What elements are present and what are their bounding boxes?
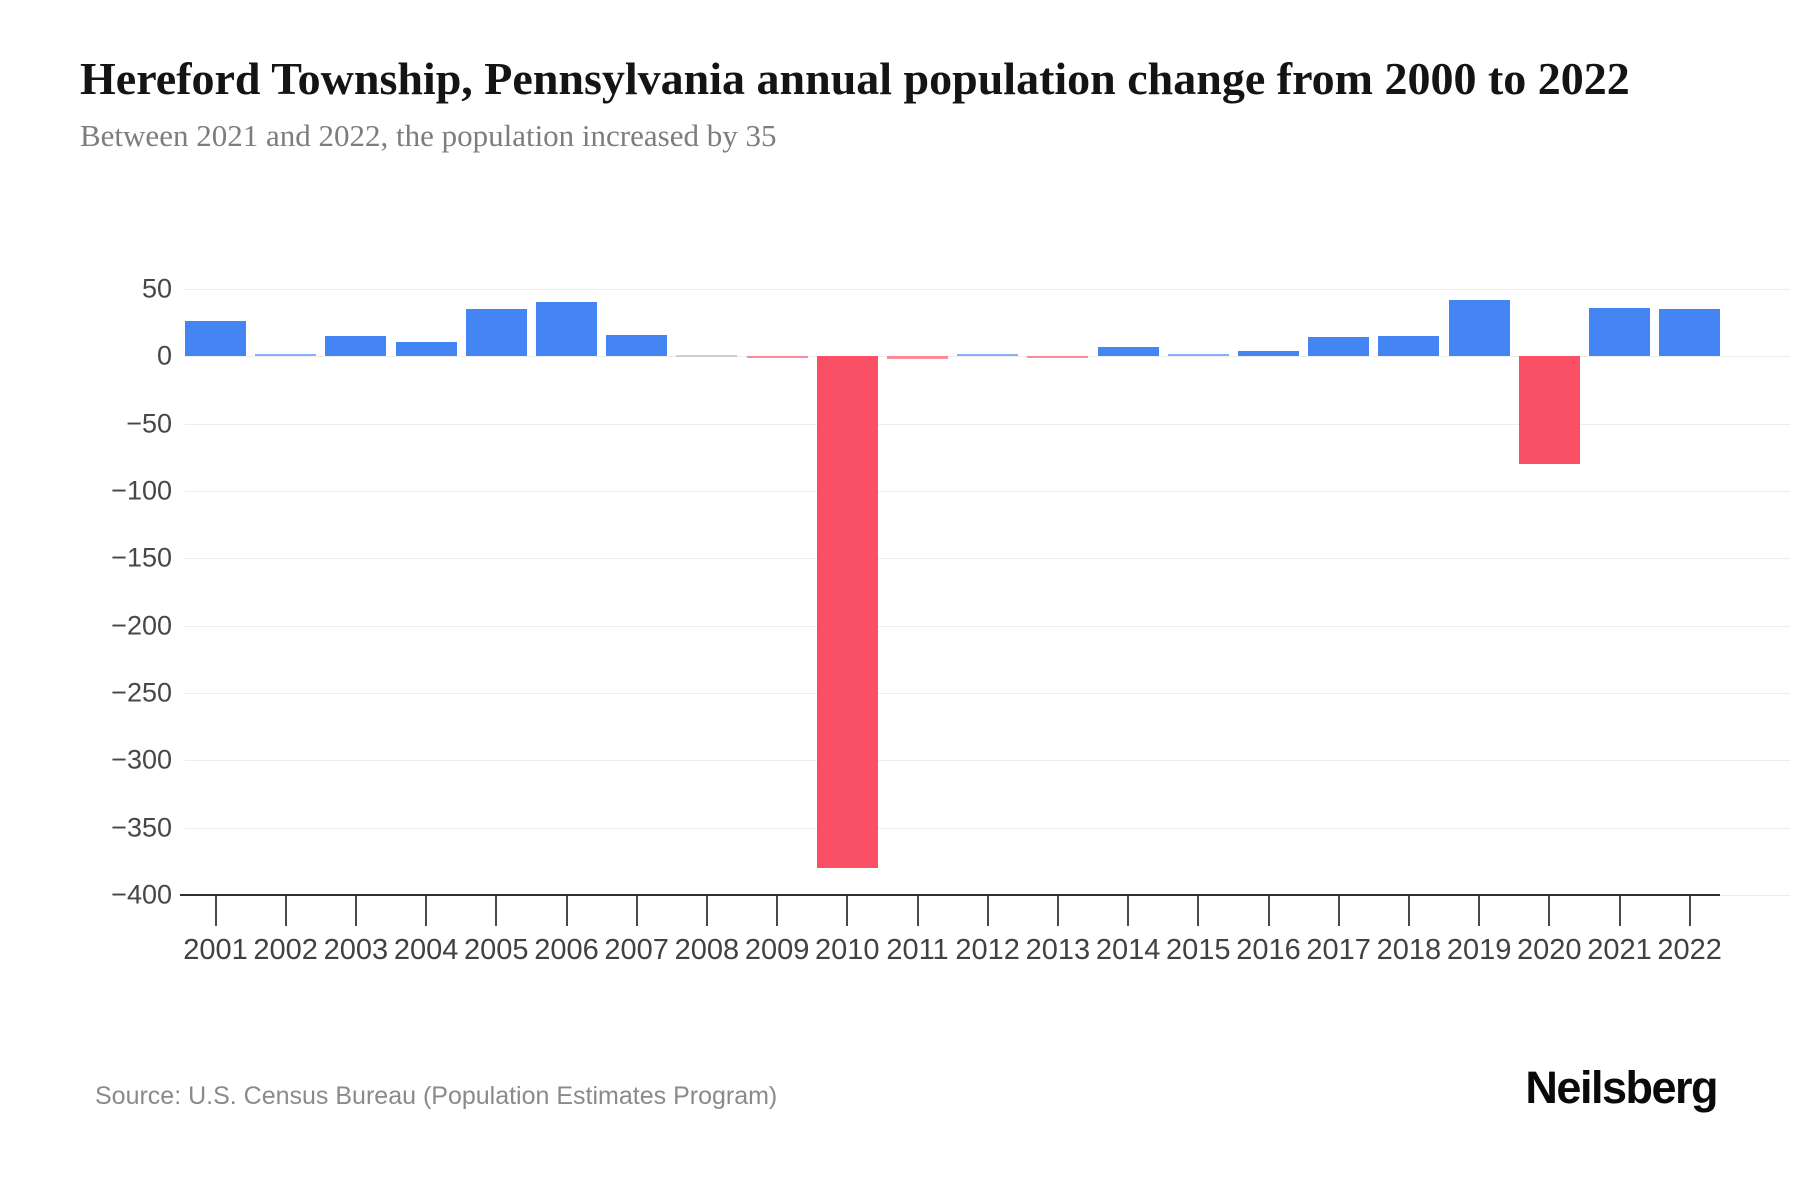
source-note: Source: U.S. Census Bureau (Population E… [95,1082,778,1110]
x-axis-label: 2012 [955,934,1020,966]
bar-2008[interactable] [676,355,738,358]
plot-area: 50 0 −50 −100 −150 −200 −250 −300 −350 −400 2001 20… [111,275,1790,966]
x-axis-tick [1407,896,1410,926]
x-axis-tick [1056,896,1059,926]
x-axis-tick [846,896,849,926]
y-axis-label: 0 [156,340,172,371]
x-axis-tick [1478,896,1481,926]
x-axis-label: 2015 [1166,934,1231,966]
x-axis-tick [1197,896,1200,926]
bar-2015[interactable] [1167,354,1229,357]
bar-2007[interactable] [606,334,668,357]
y-axis-label: −50 [126,408,172,439]
chart-title: Hereford Township, Pennsylvania annual p… [80,53,1630,104]
x-axis-tick [1267,896,1270,926]
x-axis-label: 2017 [1306,934,1371,966]
chart-subtitle: Between 2021 and 2022, the population in… [80,118,777,153]
brand-logo: Neilsberg [1525,1062,1718,1113]
x-axis-tick [354,896,357,926]
x-axis-label: 2011 [886,934,949,966]
gridline [185,423,1790,425]
bar-2001[interactable] [185,321,246,357]
bar-2009[interactable] [746,356,808,359]
x-axis-label: 2002 [253,934,318,966]
x-axis-tick [284,896,287,926]
x-axis-label: 2004 [393,934,459,966]
x-axis-label: 2010 [815,934,880,966]
x-axis-tick [635,896,638,926]
x-axis-label: 2001 [183,934,248,966]
gridline [185,625,1790,627]
bar-2004[interactable] [395,341,457,357]
x-axis-label: 2020 [1517,934,1582,966]
x-axis-tick [1127,896,1130,926]
bar-2006[interactable] [536,302,597,357]
x-axis-label: 2018 [1376,934,1442,966]
x-axis-label: 2005 [464,934,529,966]
gridline [185,693,1790,694]
x-axis-tick [565,896,568,926]
x-axis-tick [776,896,779,926]
x-axis-label: 2003 [323,934,389,966]
x-axis-tick [425,896,428,926]
bar-2016[interactable] [1238,350,1299,357]
gridline [185,491,1790,492]
bar-2002[interactable] [255,354,317,357]
y-axis-label: −150 [111,542,172,573]
x-axis-tick [495,896,498,926]
x-axis-label: 2006 [534,934,599,966]
y-axis-label: −300 [111,744,172,775]
x-axis-label: 2021 [1587,934,1652,966]
bar-2017[interactable] [1308,337,1370,357]
y-axis-label: −350 [111,812,172,843]
gridline [185,558,1790,560]
bar-2011[interactable] [887,356,948,360]
y-axis-label: −250 [111,677,172,708]
x-axis-tick [214,896,217,926]
x-axis-line [180,894,1720,896]
x-axis-tick [986,896,989,926]
bar-2010[interactable] [816,356,878,869]
x-axis-tick [916,896,919,926]
gridline [185,760,1790,762]
x-axis-label: 2007 [604,934,669,966]
y-axis-label: −100 [111,475,172,506]
bar-2005[interactable] [465,309,527,357]
bar-2014[interactable] [1097,346,1159,357]
gridline [185,356,1790,358]
x-axis-label: 2022 [1657,934,1722,966]
x-axis-label: 2016 [1236,934,1301,966]
x-axis-tick [1618,896,1621,926]
bar-2019[interactable] [1448,299,1510,357]
x-axis-tick [1548,896,1551,926]
x-axis-label: 2008 [674,934,740,966]
bar-2013[interactable] [1027,356,1089,359]
x-axis-tick [1337,896,1340,926]
gridline [185,827,1790,829]
bar-2020[interactable] [1518,356,1580,465]
x-axis-tick [705,896,708,926]
x-axis-tick [1688,896,1691,926]
y-axis-label: 50 [141,273,172,304]
bar-2021[interactable] [1589,307,1650,357]
bar-2012[interactable] [957,354,1019,357]
y-axis-label: −200 [111,610,172,641]
x-axis-label: 2013 [1025,934,1091,966]
bar-2022[interactable] [1659,309,1721,357]
x-axis-label: 2009 [744,934,810,966]
x-axis-label: 2019 [1446,934,1512,966]
bar-2003[interactable] [325,336,387,357]
gridline [185,289,1790,290]
bar-2018[interactable] [1378,336,1440,357]
x-axis-label: 2014 [1095,934,1161,966]
y-axis-label: −400 [111,879,172,910]
